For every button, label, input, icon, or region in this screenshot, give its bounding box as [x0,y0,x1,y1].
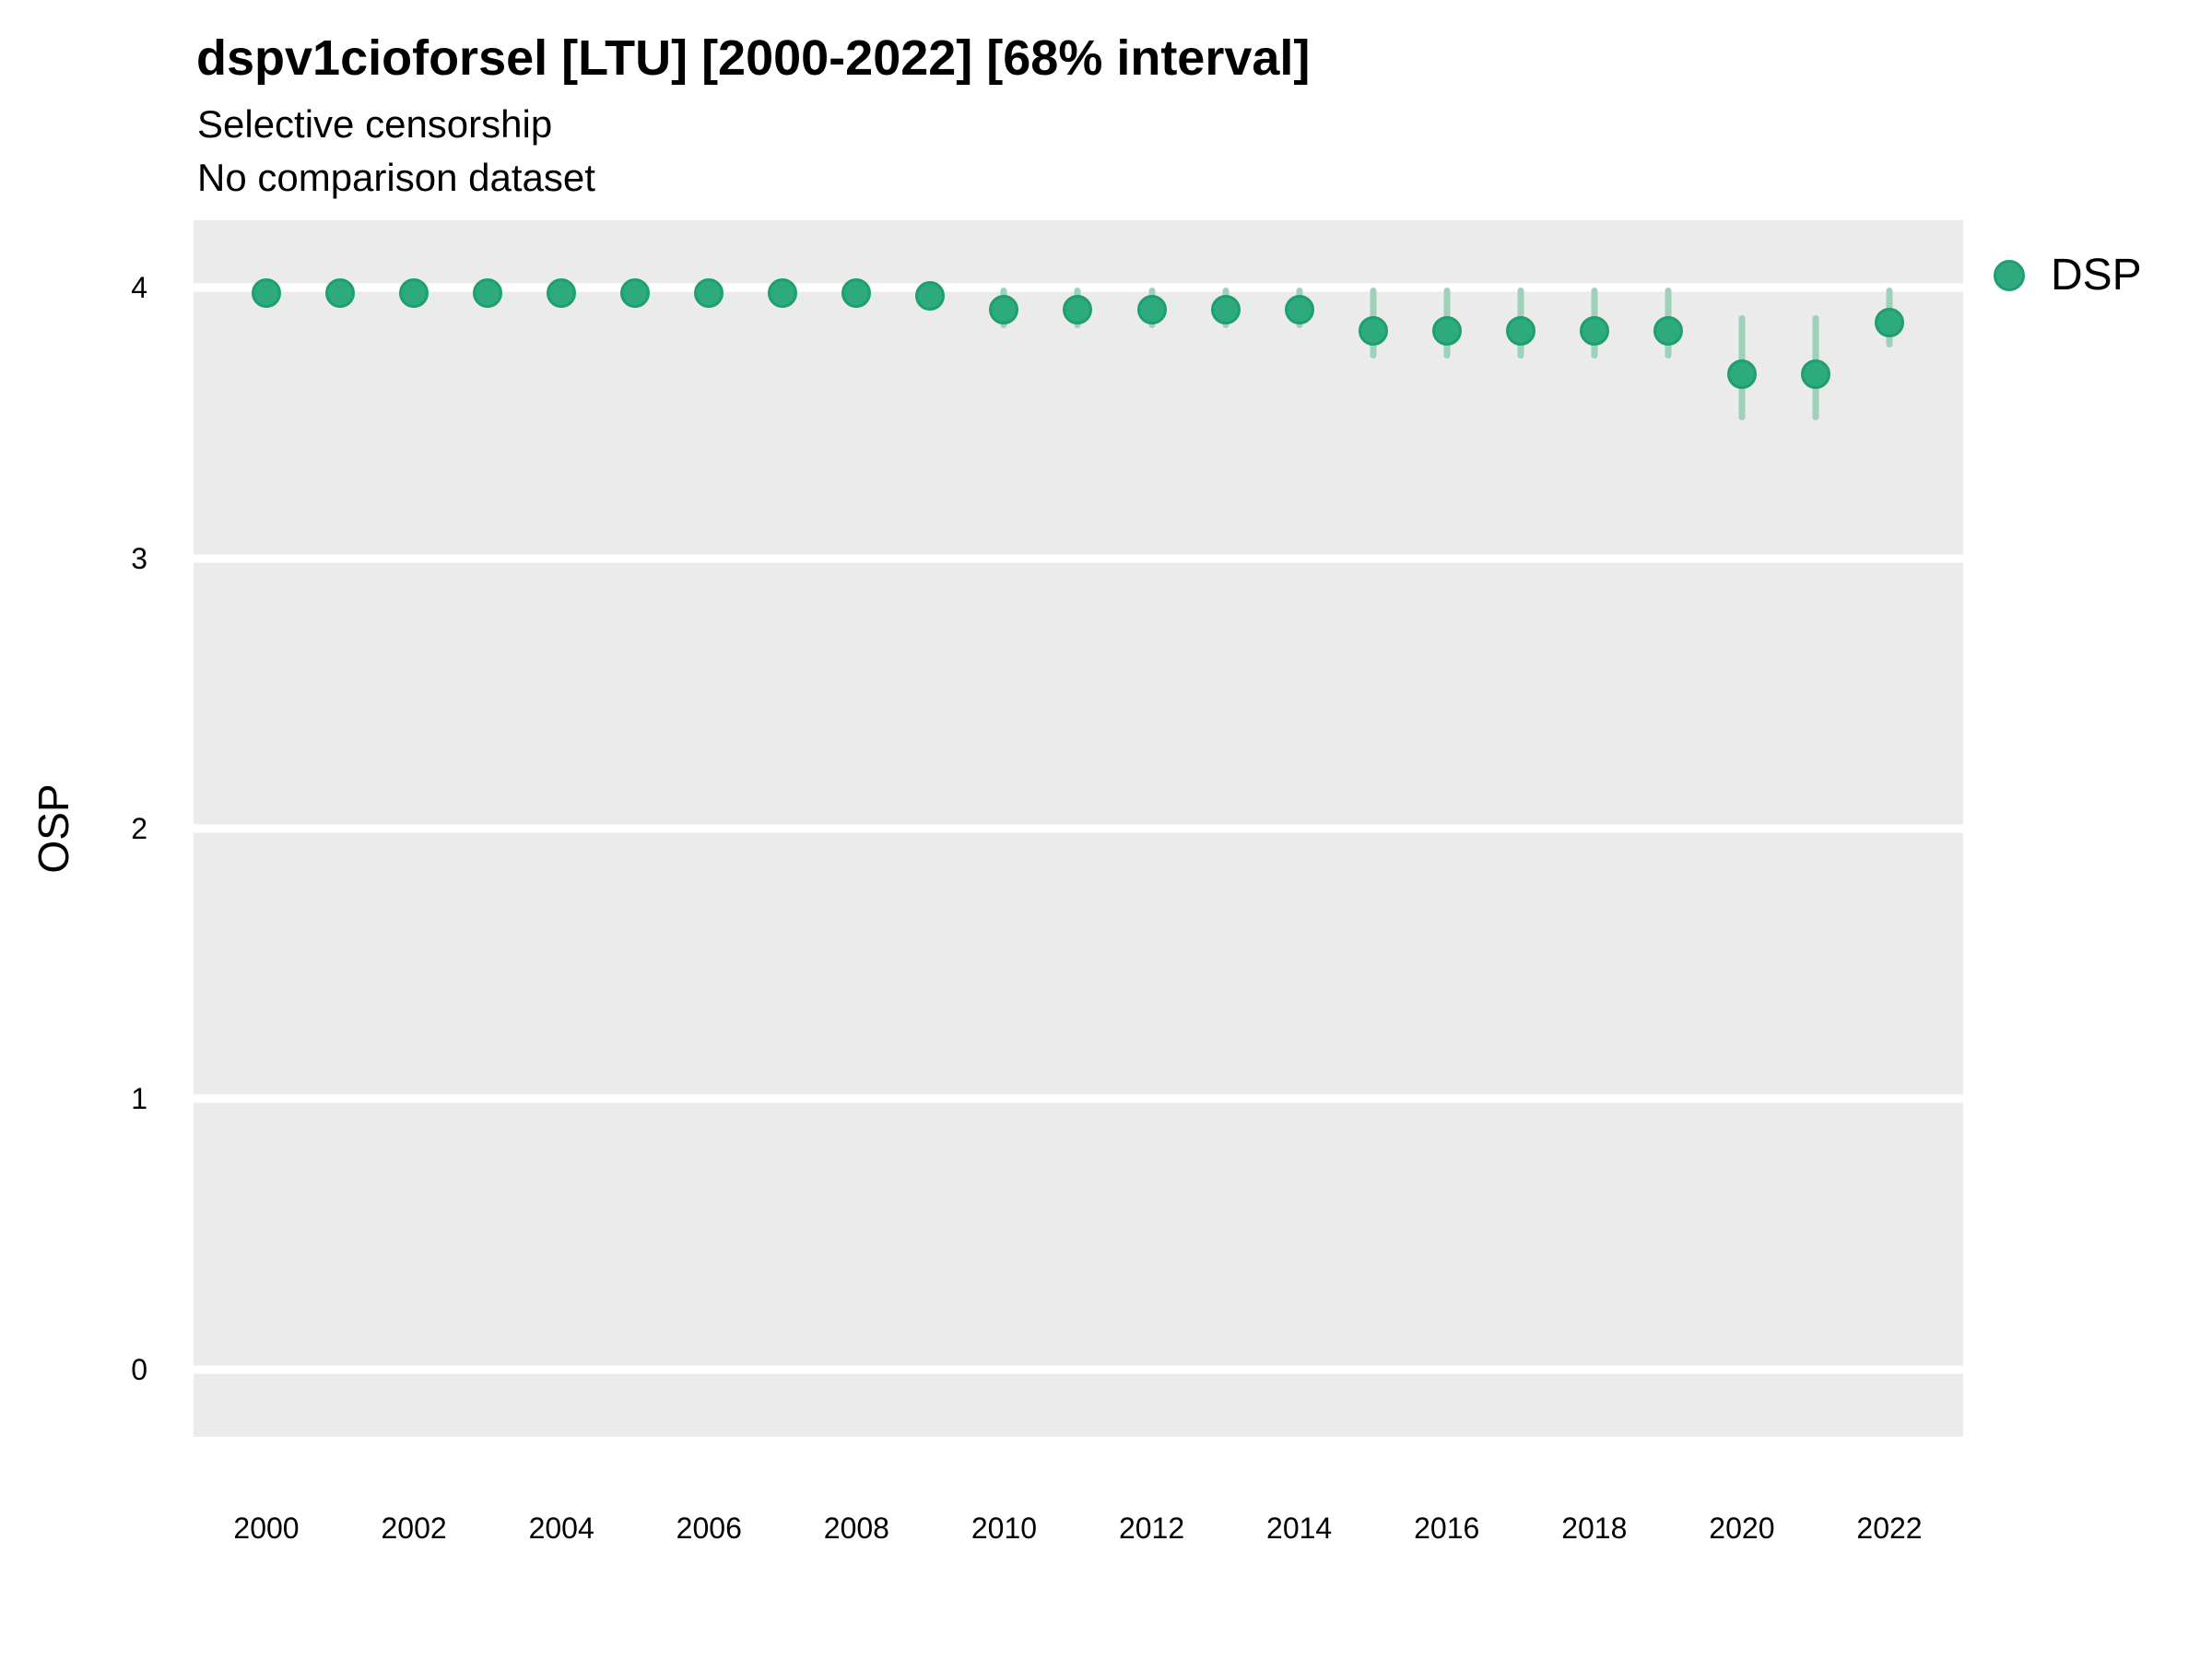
data-point [399,278,429,309]
data-point [989,294,1019,324]
y-tick-label: 4 [131,271,147,305]
x-tick-label: 2014 [1266,1512,1333,1545]
data-point [1579,316,1609,347]
data-point [1653,316,1683,347]
legend-point-icon [1994,260,2025,291]
data-point [768,278,798,309]
legend-label: DSP [2051,251,2142,300]
gridline [194,1365,1963,1374]
data-point [1063,294,1093,324]
x-tick-label: 2020 [1709,1512,1775,1545]
data-point [325,278,356,309]
y-tick-label: 2 [131,812,147,845]
chart-subtitle-line-2: No comparison dataset [197,156,595,199]
x-tick-label: 2000 [233,1512,300,1545]
data-point [915,281,946,312]
y-tick-label: 3 [131,541,147,575]
x-tick-label: 2006 [676,1512,742,1545]
data-point [1358,316,1388,347]
data-point [1136,294,1167,324]
gridline [194,1094,1963,1103]
x-tick-label: 2008 [823,1512,889,1545]
gridline [194,824,1963,833]
data-point [620,278,651,309]
data-point [1431,316,1462,347]
data-point [1874,308,1904,338]
x-tick-label: 2012 [1118,1512,1185,1545]
plot-panel [194,220,1963,1437]
gridline [194,554,1963,563]
data-point [841,278,872,309]
data-point [1505,316,1535,347]
x-tick-label: 2004 [528,1512,594,1545]
data-point [547,278,577,309]
x-tick-label: 2010 [971,1512,1038,1545]
data-point [694,278,724,309]
x-tick-label: 2022 [1856,1512,1923,1545]
x-tick-label: 2002 [381,1512,447,1545]
data-point [1800,359,1830,390]
data-point [1284,294,1314,324]
x-tick-label: 2016 [1414,1512,1480,1545]
legend: DSP [1994,253,2142,298]
x-tick-label: 2018 [1561,1512,1628,1545]
data-point [1210,294,1241,324]
data-point [1726,359,1757,390]
chart-subtitle-line-1: Selective censorship [197,102,553,146]
y-tick-label: 0 [131,1352,147,1386]
y-tick-label: 1 [131,1082,147,1116]
data-point [252,278,281,309]
data-point [473,278,503,309]
page-title: dspv1cioforsel [LTU] [2000-2022] [68% in… [196,30,1311,86]
